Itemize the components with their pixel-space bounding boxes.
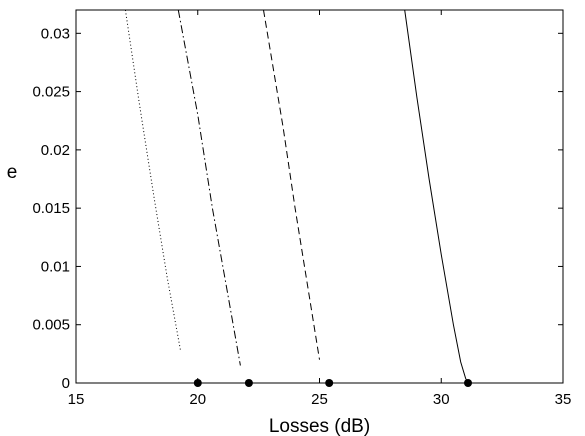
data-point-marker [325,379,334,387]
x-axis: 15 20 25 30 35 [68,10,572,408]
y-tick-label: 0 [62,375,70,392]
y-axis: 0 0.005 0.01 0.015 0.02 0.025 0.03 [32,25,563,392]
x-tick-label: 25 [311,391,328,408]
y-tick-label: 0.03 [41,25,70,42]
series-layer [124,9,469,384]
x-tick-label: 35 [555,391,572,408]
y-tick-label: 0.005 [32,317,70,334]
x-tick-label: 15 [68,391,85,408]
x-tick-label: 20 [189,391,206,408]
series-line-3 [263,9,320,360]
x-tick-label: 30 [433,391,450,408]
y-tick-label: 0.01 [41,258,70,275]
y-tick-label: 0.025 [32,84,70,101]
plot-area [75,9,564,384]
y-tick-label: 0.02 [41,142,70,159]
x-axis-label: Losses (dB) [269,416,370,436]
y-tick-label: 0.015 [32,200,70,217]
data-point-marker [244,379,253,387]
data-point-marker [464,379,472,387]
series-line-4 [404,9,469,384]
y-axis-label: e [7,162,18,183]
